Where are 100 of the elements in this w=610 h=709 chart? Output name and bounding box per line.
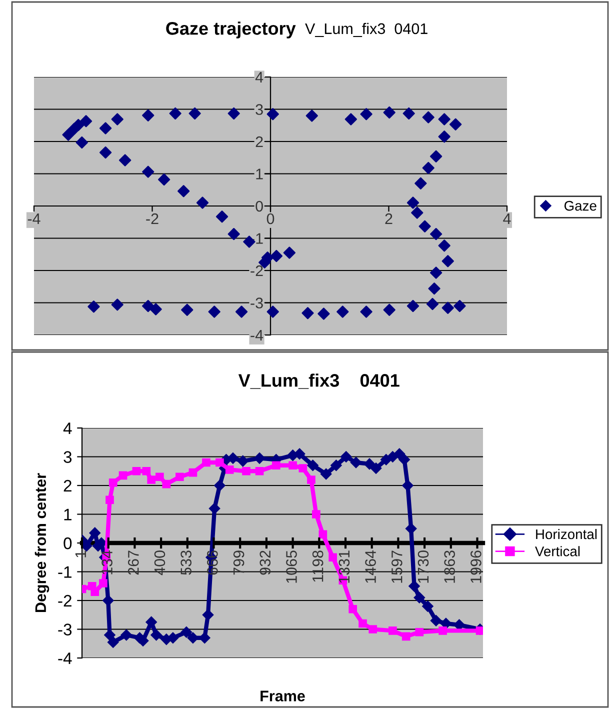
point [288, 461, 297, 470]
point [132, 466, 141, 476]
x-tick-label: 267 [128, 550, 139, 575]
x-tick-label: 932 [260, 550, 271, 575]
y-tick-label: 1 [256, 168, 263, 180]
point [227, 452, 239, 464]
x-tick-label: 1 [75, 550, 86, 558]
y-tick-label: -4 [250, 330, 264, 341]
y-tick-label: -3 [250, 298, 263, 308]
point [358, 619, 367, 628]
point [330, 460, 342, 471]
point [438, 626, 447, 635]
legend-label: Gaze [564, 200, 596, 211]
legend-label: Horizontal [536, 528, 597, 540]
point [368, 625, 378, 634]
y-tick-label: 3 [256, 104, 263, 115]
x-tick-label: 1863 [444, 550, 456, 583]
point [430, 615, 442, 626]
point [99, 579, 108, 588]
point [108, 636, 119, 648]
point [106, 496, 114, 504]
point [328, 553, 337, 562]
y-tick-label: 2 [256, 136, 263, 148]
x-axis-title: Frame [260, 690, 305, 702]
point [180, 626, 192, 638]
x-tick-label: 1065 [286, 550, 297, 583]
y-tick-label: 4 [255, 72, 264, 83]
point [146, 616, 157, 628]
point [202, 458, 210, 467]
point [298, 464, 308, 472]
x-tick-label: 1597 [391, 550, 402, 583]
point [348, 604, 357, 614]
x-tick-label: 1331 [338, 550, 350, 583]
point [318, 530, 328, 539]
point [216, 458, 224, 467]
point [405, 523, 417, 534]
point [102, 594, 114, 606]
x-tick-label: 400 [154, 550, 166, 576]
point [320, 468, 332, 480]
point [402, 480, 414, 492]
y-tick-label: -2 [250, 265, 263, 276]
point [82, 540, 92, 552]
point [237, 455, 248, 467]
point [155, 472, 164, 482]
point [476, 626, 483, 635]
point [350, 456, 362, 468]
y-axis-title: Degree from center [34, 473, 50, 612]
point [422, 600, 434, 612]
point [272, 461, 280, 470]
chart-subtitle: V_Lum_fix3 0401 [305, 22, 428, 37]
x-tick-label: 0 [266, 213, 274, 224]
chart-title: V_Lum_fix3 0401 [238, 374, 400, 389]
legend-label: Vertical [535, 546, 580, 556]
x-tick-label: 1730 [418, 550, 429, 583]
point [108, 478, 118, 487]
y-tick-label: 0 [256, 200, 263, 212]
point [307, 476, 316, 484]
point [414, 592, 426, 604]
point [176, 472, 184, 482]
point [150, 629, 162, 641]
y-tick-label: 3 [64, 451, 72, 463]
chart-title: Gaze trajectory [166, 22, 296, 38]
point [199, 632, 210, 644]
point [202, 609, 214, 620]
point [307, 460, 318, 471]
point [225, 466, 234, 474]
point [255, 466, 264, 476]
point [340, 451, 352, 462]
x-tick-label: 533 [180, 550, 192, 575]
y-tick-label: 1 [64, 508, 72, 520]
point [89, 527, 100, 539]
point [208, 502, 220, 514]
y-tick-label: 4 [63, 422, 72, 434]
point [312, 510, 320, 518]
y-tick-label: -2 [58, 594, 72, 607]
point [118, 471, 128, 480]
point [254, 452, 266, 464]
point [120, 629, 132, 641]
y-tick-label: 0 [64, 537, 72, 550]
point [364, 458, 376, 470]
y-tick-label: -4 [58, 652, 72, 664]
x-tick-label: 799 [233, 550, 244, 575]
point [394, 448, 405, 460]
x-tick-label: 666 [207, 550, 218, 575]
point [370, 462, 382, 474]
point [147, 476, 156, 484]
x-tick-label: 134 [102, 550, 112, 574]
point [162, 480, 171, 488]
point [402, 632, 410, 641]
point [188, 468, 198, 477]
x-tick-label: 1996 [470, 550, 482, 583]
x-tick-label: -4 [28, 214, 40, 224]
point [388, 626, 397, 635]
y-tick-label: -1 [58, 566, 72, 578]
point [214, 480, 226, 492]
y-tick-label: 2 [64, 480, 72, 492]
point [398, 454, 410, 466]
y-tick-label: -3 [58, 624, 72, 636]
x-tick-label: 2 [385, 213, 392, 224]
x-tick-label: 1464 [365, 550, 376, 583]
